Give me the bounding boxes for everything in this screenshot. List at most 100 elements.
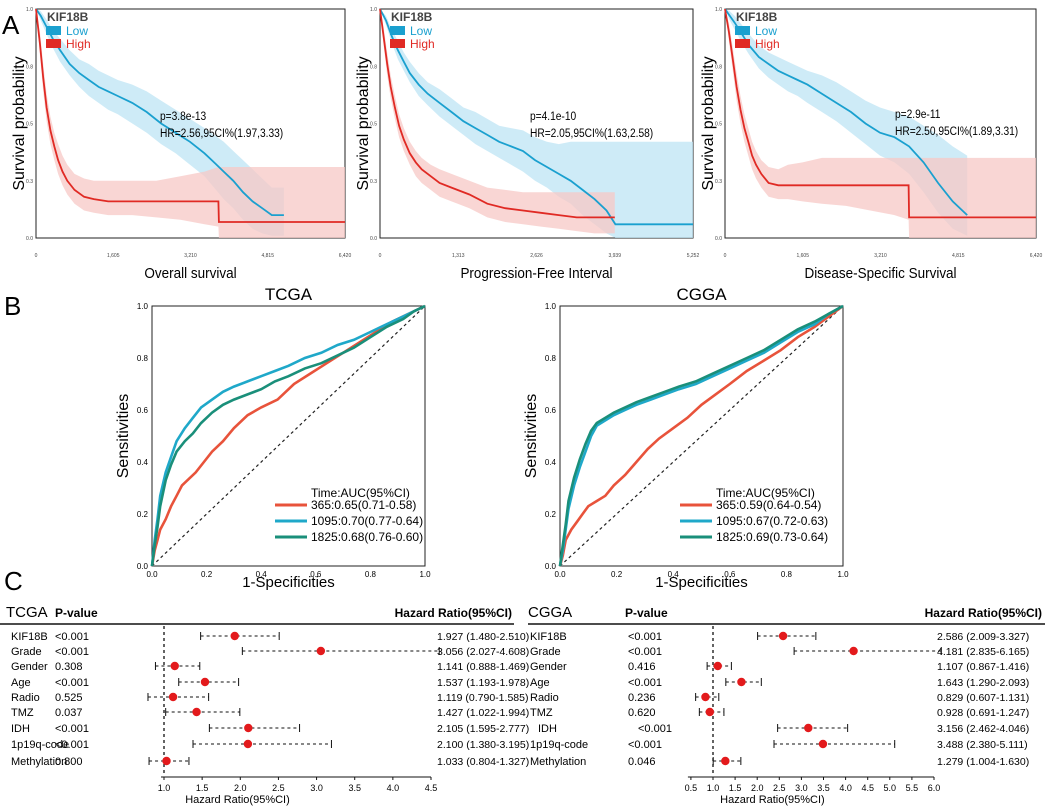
km-xtick-label: 3,210 bbox=[184, 253, 197, 259]
km-chart-dss: 0.0 0.3 0.5 0.8 1.0 0 1,605 3,210 4,815 6,420 Dise… bbox=[700, 7, 1042, 282]
roc-xtick-label: 0.0 bbox=[146, 570, 158, 579]
roc-plot-frame bbox=[151, 305, 426, 567]
forest-xtick-label: 3.0 bbox=[310, 783, 323, 793]
forest-hr-text: 0.928 (0.691-1.247) bbox=[937, 707, 1029, 719]
km-legend-label-high: High bbox=[755, 37, 780, 51]
panel-label-b: B bbox=[4, 291, 21, 321]
roc-legend-title: Time:AUC(95%CI) bbox=[311, 486, 410, 500]
forest-chart-tcga: TCGA P-value Hazard Ratio(95%CI) KIF18B <0.0… bbox=[0, 604, 529, 806]
forest-xtick-label: 6.0 bbox=[928, 783, 941, 793]
km-curve-high bbox=[379, 8, 615, 219]
forest-hr-text: 3.056 (2.027-4.608) bbox=[437, 646, 529, 658]
forest-pvalue: 0.620 bbox=[628, 707, 656, 719]
forest-variable-label: Radio bbox=[530, 692, 559, 704]
panel-label-a: A bbox=[2, 10, 20, 40]
forest-hr-header: Hazard Ratio(95%CI) bbox=[925, 606, 1042, 620]
forest-point-estimate bbox=[849, 646, 858, 656]
roc-curve-365 bbox=[558, 304, 844, 567]
roc-ytick-label: 1.0 bbox=[545, 302, 557, 311]
forest-xtick-label: 5.0 bbox=[884, 783, 897, 793]
forest-point-estimate bbox=[713, 661, 722, 671]
roc-ytick-label: 0.0 bbox=[545, 562, 557, 571]
roc-legend-label-1095: 1095:0.67(0.72-0.63) bbox=[716, 514, 828, 528]
forest-variable-label: 1p19q-code bbox=[530, 739, 588, 751]
forest-hr-text: 3.156 (2.462-4.046) bbox=[937, 723, 1029, 735]
roc-xtick-label: 0.0 bbox=[554, 570, 566, 579]
roc-xtick-label: 0.2 bbox=[201, 570, 213, 579]
forest-point-estimate bbox=[192, 707, 201, 717]
km-legend-swatch-low bbox=[46, 26, 61, 35]
forest-point-estimate bbox=[721, 756, 730, 766]
forest-variable-label: KIF18B bbox=[530, 631, 567, 643]
forest-point-estimate bbox=[162, 756, 171, 766]
roc-title: CGGA bbox=[676, 285, 727, 304]
forest-pvalue: <0.001 bbox=[628, 677, 662, 689]
km-ytick-label: 0.3 bbox=[370, 179, 377, 185]
km-legend-swatch-high bbox=[46, 39, 61, 48]
km-legend-label-low: Low bbox=[410, 24, 432, 38]
forest-point-estimate bbox=[230, 631, 239, 641]
km-chart-pfi: 0.0 0.3 0.5 0.8 1.0 0 1,313 2,626 3,939 5,252 Prog… bbox=[355, 7, 699, 282]
km-ci-band-low bbox=[725, 9, 968, 236]
forest-variable-label: Radio bbox=[11, 692, 40, 704]
km-ci-band-high bbox=[725, 9, 1036, 238]
roc-yaxis-title: Sensitivities bbox=[523, 394, 540, 478]
forest-hr-text: 1.119 (0.790-1.585) bbox=[437, 692, 528, 704]
forest-variable-label: KIF18B bbox=[11, 631, 48, 643]
roc-xtick-label: 1.0 bbox=[419, 570, 431, 579]
roc-legend-label-365: 365:0.59(0.64-0.54) bbox=[716, 498, 821, 512]
forest-variable-label: Grade bbox=[11, 646, 42, 658]
forest-hr-text: 1.537 (1.193-1.978) bbox=[437, 677, 529, 689]
forest-variable-label: TMZ bbox=[530, 707, 553, 719]
forest-pvalue: <0.001 bbox=[628, 631, 662, 643]
km-yaxis-title: Survival probability bbox=[355, 56, 372, 190]
km-xtick-label: 5,252 bbox=[687, 253, 700, 259]
roc-curve-365 bbox=[150, 304, 426, 567]
roc-xtick-label: 1.0 bbox=[837, 570, 849, 579]
roc-ytick-label: 0.6 bbox=[137, 406, 149, 415]
forest-pvalue: <0.001 bbox=[55, 631, 89, 643]
km-legend-label-high: High bbox=[410, 37, 435, 51]
km-legend-label-low: Low bbox=[66, 24, 88, 38]
km-xtick-label: 3,210 bbox=[874, 253, 887, 259]
roc-xtick-label: 0.6 bbox=[724, 570, 736, 579]
km-chart-os: 0.0 0.3 0.5 0.8 1.0 0 1,605 3,210 4,815 6,420 Over… bbox=[11, 7, 351, 282]
forest-hr-text: 0.829 (0.607-1.131) bbox=[937, 692, 1029, 704]
km-ytick-label: 1.0 bbox=[26, 7, 33, 13]
forest-xtick-label: 4.0 bbox=[387, 783, 400, 793]
forest-pvalue: 0.037 bbox=[55, 707, 83, 719]
km-xtick-label: 2,626 bbox=[530, 253, 543, 259]
forest-point-estimate bbox=[168, 692, 178, 702]
forest-xtick-label: 3.5 bbox=[348, 783, 361, 793]
km-legend-swatch-high bbox=[390, 39, 405, 48]
km-pvalue: p=4.1e-10 bbox=[530, 110, 576, 123]
forest-axis-title: Hazard Ratio(95%CI) bbox=[185, 794, 290, 806]
forest-axis-title: Hazard Ratio(95%CI) bbox=[720, 794, 825, 806]
forest-variable-label: Gender bbox=[530, 661, 567, 673]
forest-pvalue: 0.308 bbox=[55, 661, 83, 673]
roc-diagonal-reference bbox=[559, 305, 844, 567]
km-xaxis-title: Progression-Free Interval bbox=[460, 265, 612, 282]
forest-point-estimate bbox=[737, 677, 746, 687]
km-xtick-label: 6,420 bbox=[339, 253, 352, 259]
forest-hr-text: 2.586 (2.009-3.327) bbox=[937, 631, 1029, 643]
km-xtick-label: 1,605 bbox=[796, 253, 809, 259]
roc-legend-label-365: 365:0.65(0.71-0.58) bbox=[311, 498, 416, 512]
forest-chart-cgga: CGGA P-value Hazard Ratio(95%CI) KIF18B <0.0… bbox=[528, 604, 1045, 806]
roc-legend-label-1825: 1825:0.69(0.73-0.64) bbox=[716, 530, 828, 544]
km-ytick-label: 0.0 bbox=[26, 236, 33, 242]
forest-hr-text: 1.643 (1.290-2.093) bbox=[937, 677, 1029, 689]
forest-title: CGGA bbox=[528, 604, 572, 621]
km-ytick-label: 0.0 bbox=[715, 236, 722, 242]
forest-hr-text: 1.141 (0.888-1.469) bbox=[437, 661, 529, 673]
km-pvalue: p=2.9e-11 bbox=[895, 108, 940, 121]
km-xtick-label: 0 bbox=[35, 253, 38, 259]
roc-chart-cgga: 0.00.0 0.2 0.2 0.4 0.4 0.6 0.6 0.8 0.8 1.0 1.0 CGGA… bbox=[523, 285, 849, 591]
km-xtick-label: 6,420 bbox=[1030, 253, 1043, 259]
roc-ytick-label: 0.2 bbox=[545, 510, 557, 519]
km-xtick-label: 0 bbox=[724, 253, 727, 259]
forest-hr-text: 3.488 (2.380-5.111) bbox=[937, 739, 1028, 751]
km-legend-title: KIF18B bbox=[47, 10, 89, 24]
forest-hr-text: 2.100 (1.380-3.195) bbox=[437, 739, 529, 751]
